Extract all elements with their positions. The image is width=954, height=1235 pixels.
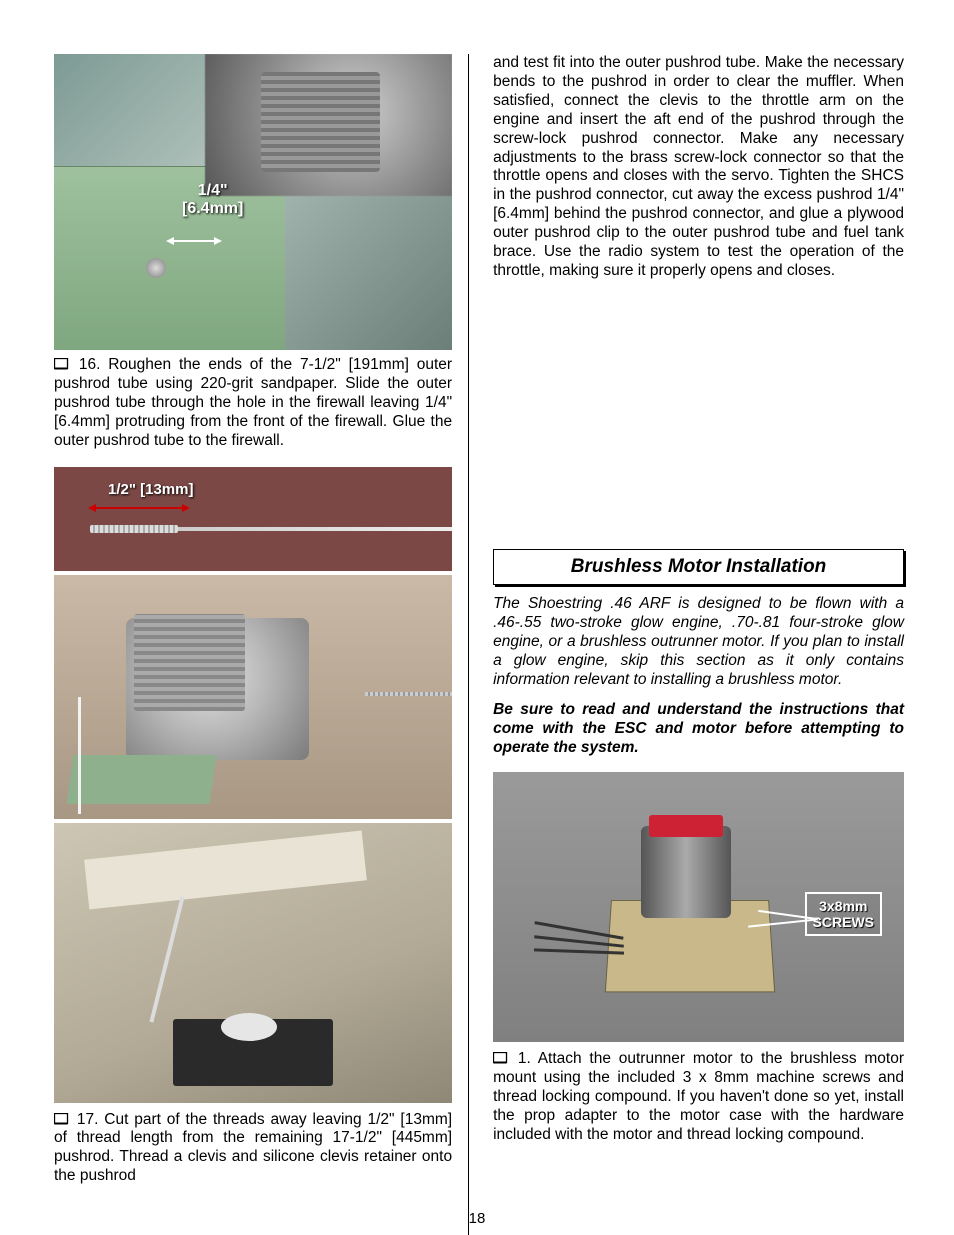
figure5-label: 3x8mm SCREWS	[805, 892, 882, 936]
figure-motor-mount: 3x8mm SCREWS	[493, 772, 904, 1042]
section-title: Brushless Motor Installation	[504, 556, 893, 578]
figure5-label-l2: SCREWS	[813, 914, 874, 930]
continued-paragraph: and test fit into the outer pushrod tube…	[493, 54, 904, 281]
step-16: 16. Roughen the ends of the 7-1/2" [191m…	[54, 356, 452, 451]
checkbox-icon[interactable]	[54, 1113, 69, 1125]
figure1-label-l2: [6.4mm]	[182, 200, 243, 218]
left-column: 1/4" [6.4mm] 16. Roughen the ends of the…	[54, 54, 469, 1235]
page: 1/4" [6.4mm] 16. Roughen the ends of the…	[0, 0, 954, 1235]
step-16-text: 16. Roughen the ends of the 7-1/2" [191m…	[54, 356, 452, 449]
step-17-text: 17. Cut part of the threads away leaving…	[54, 1111, 452, 1185]
step-17: 17. Cut part of the threads away leaving…	[54, 1111, 452, 1187]
figure-engine-assembly	[54, 575, 452, 819]
right-column: and test fit into the outer pushrod tube…	[489, 54, 904, 1235]
figure1-label: 1/4" [6.4mm]	[182, 182, 243, 217]
figure-pushrod-firewall: 1/4" [6.4mm]	[54, 54, 452, 350]
step-1-brushless: 1. Attach the outrunner motor to the bru…	[493, 1050, 904, 1145]
intro-note: The Shoestring .46 ARF is designed to be…	[493, 595, 904, 690]
figure1-label-l1: 1/4"	[182, 182, 243, 200]
figure2-label: 1/2" [13mm]	[108, 481, 193, 498]
figure-servo-linkage	[54, 823, 452, 1103]
step-1-text: 1. Attach the outrunner motor to the bru…	[493, 1050, 904, 1143]
figure-thread-length: 1/2" [13mm]	[54, 467, 452, 571]
section-title-box: Brushless Motor Installation	[493, 549, 904, 585]
checkbox-icon[interactable]	[493, 1052, 508, 1064]
warning-note: Be sure to read and understand the instr…	[493, 701, 904, 758]
page-number: 18	[0, 1210, 954, 1227]
figure5-label-l1: 3x8mm	[813, 898, 874, 914]
checkbox-icon[interactable]	[54, 358, 69, 370]
